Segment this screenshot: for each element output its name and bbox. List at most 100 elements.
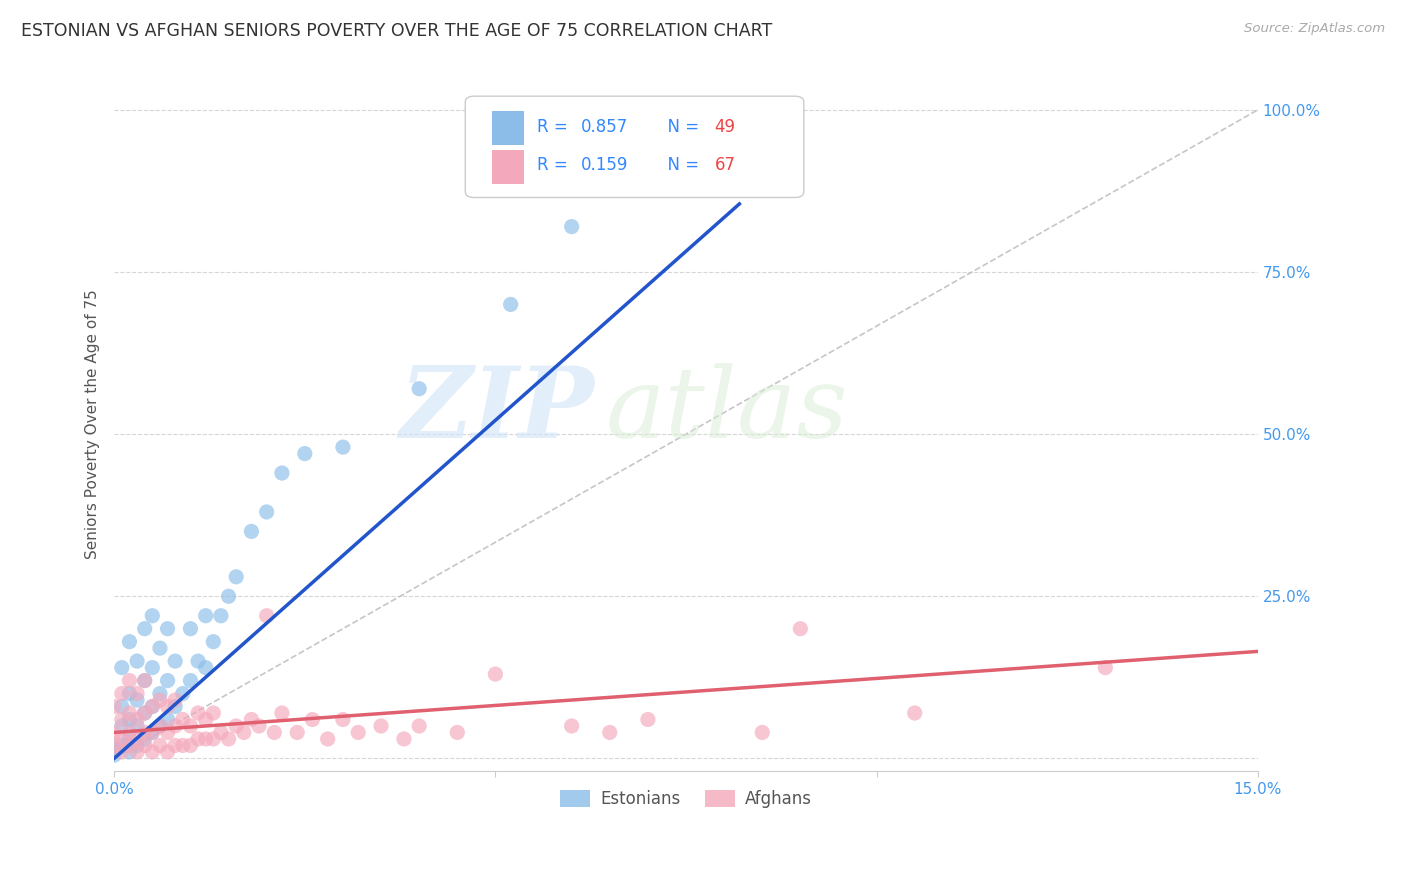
- Legend: Estonians, Afghans: Estonians, Afghans: [553, 783, 818, 815]
- Point: [103, 739, 125, 753]
- Point: [165, 654, 187, 668]
- Point: [111, 731, 134, 746]
- Point: [179, 739, 201, 753]
- Point: [118, 725, 141, 739]
- Point: [202, 634, 225, 648]
- Point: [103, 741, 125, 756]
- Point: [637, 713, 659, 727]
- Point: [187, 731, 209, 746]
- Point: [165, 719, 187, 733]
- Point: [446, 725, 468, 739]
- Point: [218, 589, 240, 603]
- Text: 67: 67: [714, 156, 735, 174]
- Point: [1094, 660, 1116, 674]
- Point: [111, 687, 134, 701]
- Y-axis label: Seniors Poverty Over the Age of 75: Seniors Poverty Over the Age of 75: [86, 290, 100, 559]
- Point: [141, 699, 163, 714]
- Point: [149, 687, 172, 701]
- Point: [202, 706, 225, 720]
- Point: [599, 725, 621, 739]
- Point: [118, 634, 141, 648]
- FancyBboxPatch shape: [492, 151, 523, 184]
- Point: [789, 622, 811, 636]
- Point: [194, 660, 217, 674]
- Point: [165, 739, 187, 753]
- Text: Source: ZipAtlas.com: Source: ZipAtlas.com: [1244, 22, 1385, 36]
- Point: [256, 608, 278, 623]
- Text: atlas: atlas: [606, 363, 849, 458]
- Point: [118, 731, 141, 746]
- Point: [271, 466, 294, 480]
- Point: [118, 673, 141, 688]
- Text: 49: 49: [714, 119, 735, 136]
- Point: [165, 693, 187, 707]
- Point: [156, 673, 179, 688]
- Point: [134, 673, 156, 688]
- Point: [134, 673, 156, 688]
- Point: [134, 706, 156, 720]
- Point: [134, 622, 156, 636]
- Point: [165, 699, 187, 714]
- Text: R =: R =: [537, 119, 574, 136]
- Point: [202, 731, 225, 746]
- Point: [125, 654, 148, 668]
- Point: [179, 673, 201, 688]
- Point: [103, 699, 125, 714]
- Point: [156, 713, 179, 727]
- Point: [111, 699, 134, 714]
- Point: [561, 719, 583, 733]
- Point: [134, 706, 156, 720]
- Text: N =: N =: [658, 156, 704, 174]
- Point: [118, 706, 141, 720]
- Text: N =: N =: [658, 119, 704, 136]
- Text: 0.159: 0.159: [581, 156, 628, 174]
- Point: [232, 725, 254, 739]
- FancyBboxPatch shape: [465, 96, 804, 197]
- FancyBboxPatch shape: [492, 112, 523, 145]
- Point: [125, 719, 148, 733]
- Point: [247, 719, 270, 733]
- Point: [751, 725, 773, 739]
- Point: [103, 748, 125, 763]
- Point: [172, 713, 194, 727]
- Point: [156, 725, 179, 739]
- Point: [294, 447, 316, 461]
- Point: [125, 745, 148, 759]
- Point: [125, 739, 148, 753]
- Point: [125, 713, 148, 727]
- Point: [332, 713, 354, 727]
- Point: [118, 745, 141, 759]
- Point: [370, 719, 392, 733]
- Point: [194, 731, 217, 746]
- Point: [149, 641, 172, 656]
- Point: [149, 693, 172, 707]
- Point: [218, 731, 240, 746]
- Point: [187, 654, 209, 668]
- Point: [225, 719, 247, 733]
- Point: [103, 725, 125, 739]
- Point: [172, 739, 194, 753]
- Point: [111, 739, 134, 753]
- Point: [141, 660, 163, 674]
- Point: [209, 725, 232, 739]
- Point: [156, 745, 179, 759]
- Point: [285, 725, 308, 739]
- Point: [392, 731, 415, 746]
- Point: [316, 731, 339, 746]
- Text: R =: R =: [537, 156, 574, 174]
- Point: [179, 719, 201, 733]
- Point: [209, 608, 232, 623]
- Point: [484, 667, 506, 681]
- Point: [240, 524, 263, 539]
- Point: [125, 687, 148, 701]
- Point: [904, 706, 927, 720]
- Text: ESTONIAN VS AFGHAN SENIORS POVERTY OVER THE AGE OF 75 CORRELATION CHART: ESTONIAN VS AFGHAN SENIORS POVERTY OVER …: [21, 22, 772, 40]
- Point: [263, 725, 285, 739]
- Point: [149, 739, 172, 753]
- Point: [118, 739, 141, 753]
- Point: [149, 719, 172, 733]
- Point: [141, 699, 163, 714]
- Point: [118, 713, 141, 727]
- Point: [134, 739, 156, 753]
- Point: [179, 622, 201, 636]
